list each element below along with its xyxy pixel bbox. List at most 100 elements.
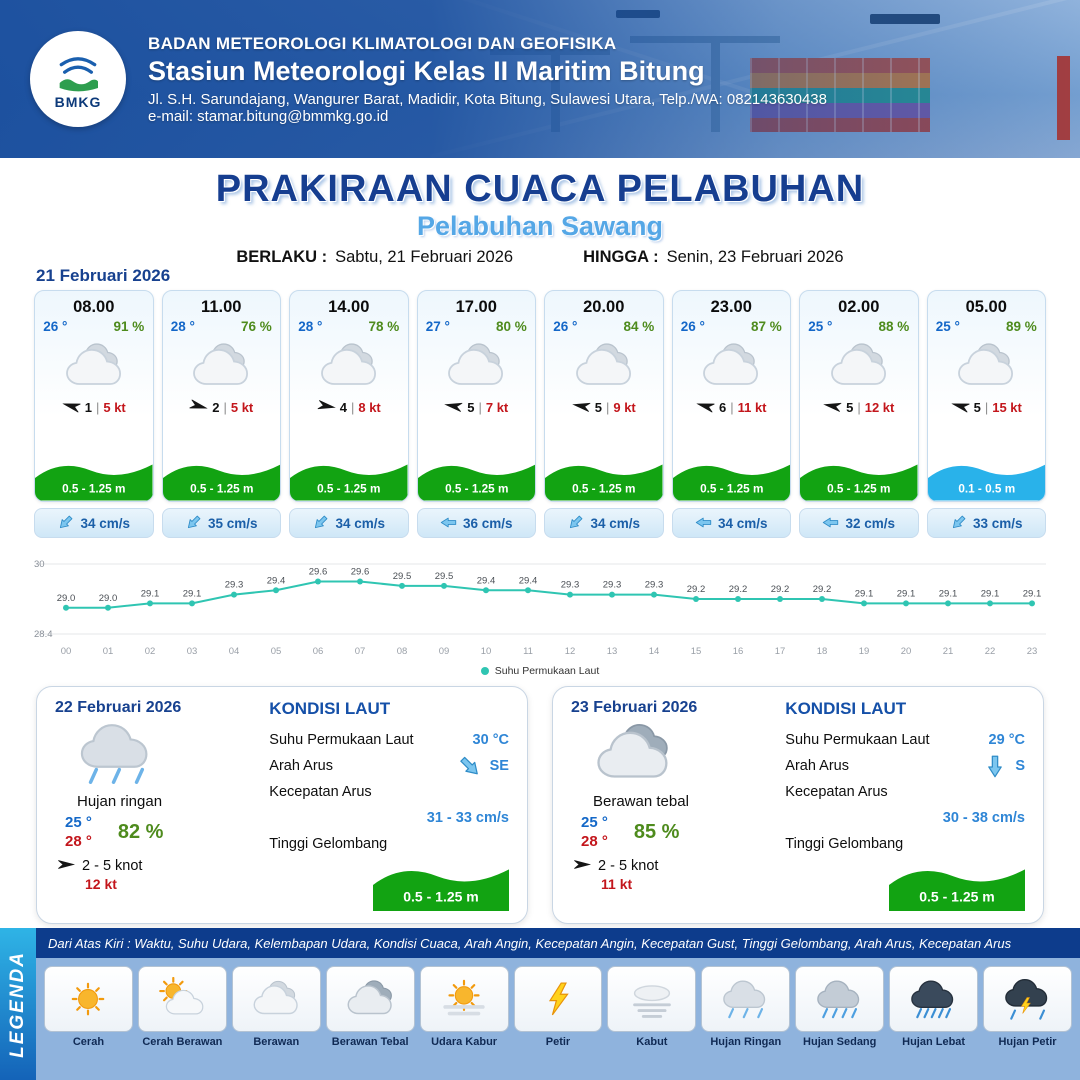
svg-text:29.3: 29.3 bbox=[603, 580, 622, 591]
legend-item-label: Udara Kabur bbox=[431, 1036, 498, 1048]
forecast-card: 11.00 28 ° 76 % 2 | 5 kt 0.5 - 1.25 m bbox=[161, 290, 281, 502]
svg-text:29.5: 29.5 bbox=[435, 571, 454, 582]
svg-text:02: 02 bbox=[145, 646, 156, 657]
weather-condition-icon bbox=[950, 336, 1022, 396]
temp-humidity-row: 26 ° 84 % bbox=[553, 319, 654, 334]
current-speed-label: Kecepatan Arus bbox=[269, 784, 372, 800]
forecast-card: 20.00 26 ° 84 % 5 | 9 kt 0.5 - 1.25 m bbox=[544, 290, 664, 502]
current-direction-value: S bbox=[983, 755, 1025, 777]
legend-description: Dari Atas Kiri : Waktu, Suhu Udara, Kele… bbox=[36, 928, 1080, 958]
legend-item: Hujan Sedang bbox=[795, 966, 885, 1076]
current-direction-icon bbox=[950, 515, 967, 531]
legend-item: Hujan Lebat bbox=[889, 966, 979, 1076]
svg-text:0.1 - 0.5 m: 0.1 - 0.5 m bbox=[958, 482, 1015, 495]
svg-text:29.2: 29.2 bbox=[813, 584, 832, 595]
weather-condition-icon bbox=[823, 336, 895, 396]
legend-item: Berawan bbox=[231, 966, 321, 1076]
daily-weather-icon bbox=[71, 719, 259, 793]
legend-item-label: Kabut bbox=[636, 1036, 668, 1048]
sst-value: 29 °C bbox=[988, 732, 1025, 748]
wind-row: 5 | 12 kt bbox=[823, 400, 894, 415]
svg-text:10: 10 bbox=[481, 646, 492, 657]
air-temperature: 26 ° bbox=[43, 319, 68, 334]
bmkg-logo: BMKG bbox=[30, 31, 126, 127]
legend-item-label: Cerah bbox=[72, 1036, 105, 1048]
svg-text:0.5 - 1.25 m: 0.5 - 1.25 m bbox=[317, 482, 380, 495]
wave-height-band: 0.5 - 1.25 m bbox=[417, 455, 535, 501]
sst-label: Suhu Permukaan Laut bbox=[269, 732, 414, 748]
daily-date: 22 Februari 2026 bbox=[55, 699, 182, 716]
forecast-hour: 11.00 28 ° 76 % 2 | 5 kt 0.5 - 1.25 m 35… bbox=[161, 290, 281, 540]
header: BMKG BADAN METEOROLOGI KLIMATOLOGI DAN G… bbox=[0, 0, 1080, 158]
sea-condition-title: KONDISI LAUT bbox=[269, 699, 391, 718]
current-strip: 34 cm/s bbox=[289, 508, 409, 538]
current-strip: 34 cm/s bbox=[671, 508, 791, 538]
svg-text:29.1: 29.1 bbox=[855, 588, 874, 599]
sun-icon bbox=[44, 966, 133, 1032]
svg-text:05: 05 bbox=[271, 646, 282, 657]
gust-speed: 9 kt bbox=[613, 400, 636, 415]
gust-speed: 5 kt bbox=[103, 400, 126, 415]
daily-weather-icon bbox=[587, 719, 775, 793]
sst-chart-section: 30 28.4 29.0 00 29.0 01 29.1 02 29.1 03 29.3 04 29.4… bbox=[0, 542, 1080, 682]
current-direction-icon bbox=[440, 516, 457, 531]
daily-wind: 2 - 5 knot bbox=[57, 858, 259, 874]
wind-speed: 5 bbox=[594, 400, 602, 415]
humidity: 76 % bbox=[240, 319, 272, 334]
svg-text:29.2: 29.2 bbox=[771, 584, 790, 595]
legend-item-label: Cerah Berawan bbox=[142, 1036, 223, 1048]
gust-speed: 12 kt bbox=[864, 400, 895, 415]
humidity: 87 % bbox=[750, 319, 782, 334]
weather-condition-icon bbox=[185, 336, 257, 396]
humidity: 78 % bbox=[368, 319, 400, 334]
humidity: 89 % bbox=[1005, 319, 1037, 334]
daily-forecast-card: 23 Februari 2026 Berawan tebal 25 ° 28 °… bbox=[552, 686, 1044, 924]
forecast-hour: 23.00 26 ° 87 % 6 | 11 kt 0.5 - 1.25 m 3… bbox=[671, 290, 791, 540]
legend-item: Kabut bbox=[607, 966, 697, 1076]
wind-row: 4 | 8 kt bbox=[317, 400, 381, 415]
separator: | bbox=[478, 400, 482, 415]
legend-item-label: Hujan Petir bbox=[998, 1036, 1057, 1048]
title-section: PRAKIRAAN CUACA PELABUHAN Pelabuhan Sawa… bbox=[0, 158, 1080, 266]
current-direction-label: Arah Arus bbox=[269, 758, 333, 774]
separator: | bbox=[857, 400, 861, 415]
legend-item: Berawan Tebal bbox=[325, 966, 415, 1076]
separator: | bbox=[605, 400, 610, 415]
forecast-hour: 08.00 26 ° 91 % 1 | 5 kt 0.5 - 1.25 m 34… bbox=[34, 290, 154, 540]
wind-row: 5 | 9 kt bbox=[571, 400, 636, 415]
weather-condition-icon bbox=[440, 336, 512, 396]
svg-text:23: 23 bbox=[1027, 646, 1038, 657]
wind-speed: 5 bbox=[973, 400, 981, 415]
sst-value: 30 °C bbox=[472, 732, 509, 748]
current-strip: 35 cm/s bbox=[161, 508, 281, 538]
temp-humidity-row: 28 ° 78 % bbox=[298, 319, 399, 334]
humidity: 80 % bbox=[495, 319, 527, 334]
chart-legend-label: Suhu Permukaan Laut bbox=[494, 665, 600, 677]
bmkg-logo-mark bbox=[59, 57, 98, 92]
forecast-hour: 20.00 26 ° 84 % 5 | 9 kt 0.5 - 1.25 m 34… bbox=[544, 290, 664, 540]
station-email: e-mail: stamar.bitung@bmmkg.go.id bbox=[148, 107, 389, 125]
wave-height-band: 0.5 - 1.25 m bbox=[800, 455, 918, 501]
wind-direction-icon bbox=[573, 858, 591, 874]
legend-item: Cerah Berawan bbox=[137, 966, 227, 1076]
legend-item: Cerah bbox=[44, 966, 133, 1076]
humidity: 88 % bbox=[878, 319, 910, 334]
current-strip: 33 cm/s bbox=[926, 508, 1046, 538]
forecast-time: 11.00 bbox=[201, 298, 242, 316]
wind-direction-icon bbox=[317, 400, 336, 415]
legend-item-label: Hujan Lebat bbox=[902, 1036, 966, 1048]
forecast-card: 02.00 25 ° 88 % 5 | 12 kt 0.5 - 1.25 m bbox=[799, 290, 919, 502]
svg-text:17: 17 bbox=[775, 646, 786, 657]
humidity: 91 % bbox=[113, 319, 145, 334]
daily-wind-range: 2 - 5 knot bbox=[82, 857, 143, 874]
legend-item-label: Hujan Sedang bbox=[803, 1036, 877, 1048]
svg-text:01: 01 bbox=[103, 646, 114, 657]
temp-min: 25 ° bbox=[65, 814, 92, 831]
daily-forecast-section: 22 Februari 2026 Hujan ringan 25 ° 28 ° … bbox=[0, 682, 1080, 928]
svg-text:0.5 - 1.25 m: 0.5 - 1.25 m bbox=[445, 482, 508, 495]
wave-height-band: 0.5 - 1.25 m bbox=[545, 455, 663, 501]
wind-speed: 5 bbox=[846, 400, 854, 415]
svg-text:29.3: 29.3 bbox=[645, 580, 664, 591]
current-speed-value: 30 - 38 cm/s bbox=[942, 810, 1025, 826]
forecast-hour: 17.00 27 ° 80 % 5 | 7 kt 0.5 - 1.25 m 36… bbox=[416, 290, 536, 540]
